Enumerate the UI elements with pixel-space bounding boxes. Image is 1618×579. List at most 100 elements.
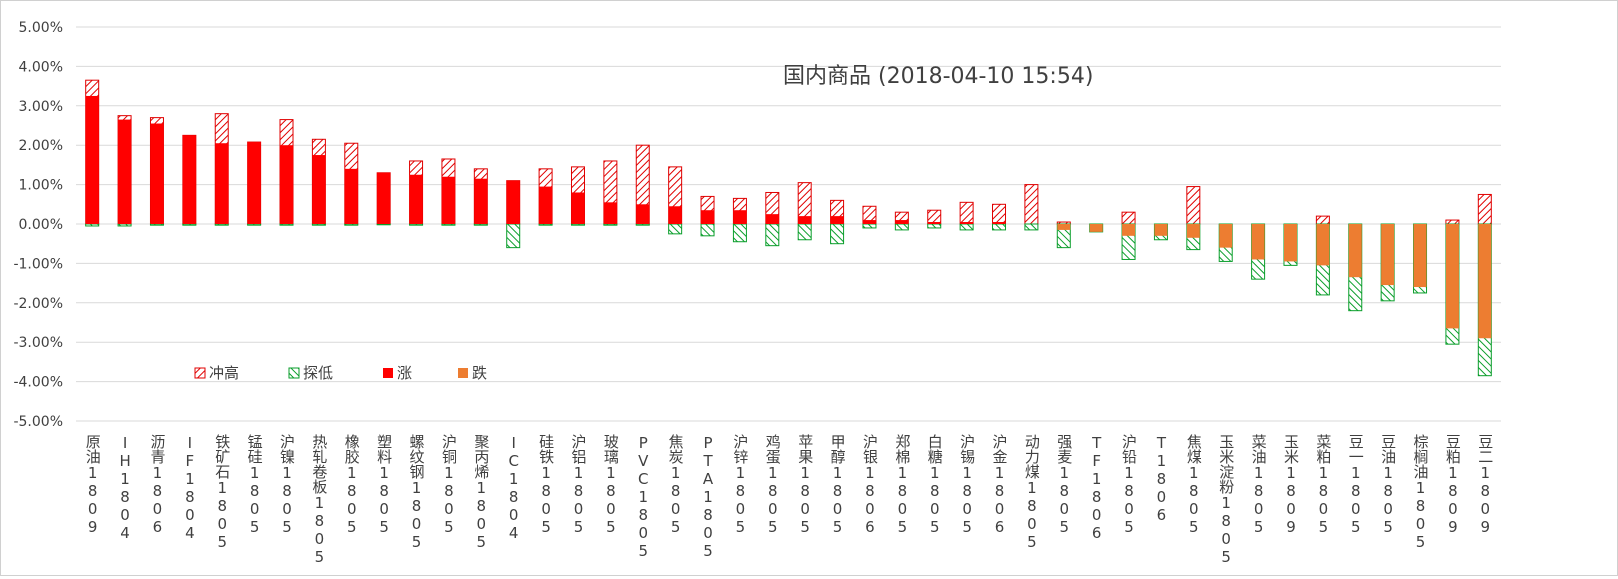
category-label: 橡胶1805 (343, 434, 361, 536)
category-label: 郑棉1805 (893, 434, 911, 536)
bar-change-down (1089, 224, 1103, 232)
legend-swatch-low (288, 367, 300, 379)
category-label: 棕榈油1805 (1412, 434, 1430, 551)
bar-change-down (1478, 224, 1492, 339)
bar-change-up (85, 95, 99, 224)
legend-swatch-high (194, 367, 206, 379)
category-label: 热轧卷板1805 (310, 434, 328, 566)
bar-low-range (117, 223, 132, 227)
bar-change-down (1445, 224, 1459, 329)
bar-low-range (473, 223, 488, 226)
category-label: 白糖1805 (926, 434, 944, 536)
bar-change-up (603, 202, 617, 224)
bar-high-range (1121, 211, 1136, 225)
bar-low-range (214, 223, 229, 226)
bar-low-range (247, 223, 262, 226)
bar-change-up (862, 220, 876, 224)
category-label: 焦炭1805 (667, 434, 685, 536)
category-label: 锰硅1805 (246, 434, 264, 536)
bar-change-up (571, 192, 585, 224)
y-axis-ticks: -5.00% -4.00% -3.00% -2.00% -1.00% 0.00% 1.00%… (13, 20, 63, 430)
category-label: 沪铅1805 (1120, 434, 1138, 536)
bar-change-up (377, 172, 391, 224)
category-label: 沪锌1805 (731, 434, 749, 536)
category-label: 沪镍1805 (278, 434, 296, 536)
bar-change-down (1348, 224, 1362, 278)
y-tick-label: 0.00% (19, 217, 63, 233)
bar-low-range (538, 223, 553, 226)
bar-change-up (927, 222, 941, 224)
category-label: 鸡蛋1805 (764, 434, 782, 536)
bar-change-down (1219, 224, 1233, 248)
legend-label-high: 冲高 (209, 364, 239, 382)
bar-change-up (668, 206, 682, 224)
legend-label-up: 涨 (397, 364, 412, 382)
bar-change-up (150, 123, 164, 224)
bar-low-range (441, 223, 456, 226)
category-label: 豆粕1809 (1444, 434, 1462, 536)
category-label: IC1804 (505, 434, 523, 542)
bar-high-range (1186, 186, 1201, 225)
bar-change-up (895, 220, 909, 224)
bar-low-range (992, 223, 1007, 231)
bar-low-range (570, 223, 585, 226)
legend-swatch-down (458, 368, 468, 378)
category-label: PTA1805 (699, 434, 717, 560)
bar-low-range (959, 223, 974, 231)
bar-low-range (732, 223, 747, 243)
bar-change-down (1413, 224, 1427, 288)
y-tick-label: 3.00% (19, 99, 63, 115)
bar-low-range (603, 223, 618, 226)
category-label: 玉米1809 (1282, 434, 1300, 536)
category-label: TF1806 (1088, 434, 1106, 542)
bar-low-range (1024, 223, 1039, 231)
legend-label-down: 跌 (472, 364, 487, 382)
bar-low-range (700, 223, 715, 237)
category-label: 螺纹钢1805 (408, 434, 426, 551)
category-label: 强麦1805 (1055, 434, 1073, 536)
bar-change-down (1381, 224, 1395, 286)
bar-high-range (1445, 219, 1460, 225)
y-tick-label: 1.00% (19, 178, 63, 194)
y-tick-label: -4.00% (13, 375, 63, 391)
bar-low-range (409, 223, 424, 226)
y-tick-label: 5.00% (19, 20, 63, 36)
y-tick-label: -1.00% (13, 256, 63, 272)
bar-change-up (474, 178, 488, 224)
category-label: IF1804 (181, 434, 199, 542)
bar-low-range (797, 223, 812, 241)
bar-change-down (1186, 224, 1200, 238)
bar-change-up (247, 142, 261, 224)
bar-change-up (182, 135, 196, 224)
bar-high-range (1315, 215, 1330, 225)
bar-high-range (1024, 184, 1039, 225)
y-tick-label: -2.00% (13, 296, 63, 312)
bar-low-range (344, 223, 359, 226)
bar-change-up (409, 174, 423, 224)
category-label: IH1804 (116, 434, 134, 542)
category-label: 玉米淀粉1805 (1217, 434, 1235, 566)
bar-low-range (635, 223, 650, 226)
bar-change-up (344, 168, 358, 224)
bar-high-range (927, 209, 942, 225)
category-label: 豆一1805 (1347, 434, 1365, 536)
bar-low-range (830, 223, 845, 245)
bar-high-range (1477, 193, 1492, 225)
bar-change-up (312, 155, 326, 224)
bar-change-up (539, 186, 553, 224)
bar-change-up (798, 216, 812, 224)
bar-low-range (85, 223, 100, 227)
y-tick-label: 2.00% (19, 138, 63, 154)
legend: 冲高 探低 涨 跌 (194, 364, 487, 382)
legend-swatch-up (383, 368, 393, 378)
bar-change-up (830, 216, 844, 224)
y-tick-label: -3.00% (13, 335, 63, 351)
category-label: T1806 (1152, 434, 1170, 524)
category-label: 铁矿石1805 (213, 434, 231, 551)
y-tick-label: 4.00% (19, 59, 63, 75)
bar-low-range (376, 223, 391, 226)
category-label: 菜油1805 (1250, 434, 1268, 536)
bar-low-range (311, 223, 326, 226)
category-label: 豆油1805 (1379, 434, 1397, 536)
